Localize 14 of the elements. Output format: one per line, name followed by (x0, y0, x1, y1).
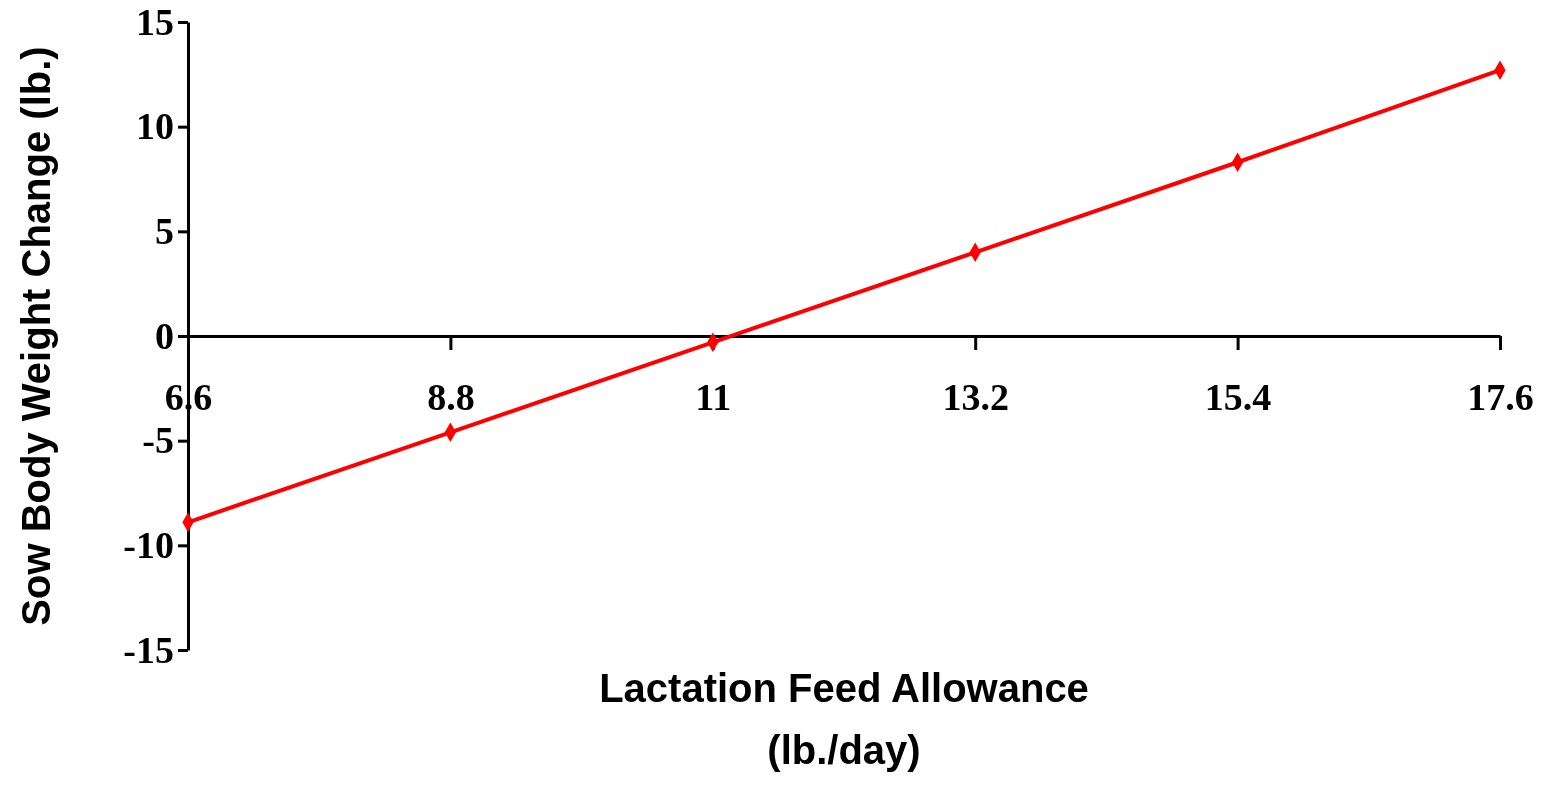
y-tick-label: 0 (155, 314, 174, 357)
x-tick-label: 13.2 (942, 376, 1009, 418)
y-tick-label: 10 (136, 105, 174, 148)
y-tick-label: -5 (142, 419, 174, 462)
x-axis-title: Lactation Feed Allowance (lb./day) (599, 666, 1089, 772)
x-tick-label: 8.8 (427, 376, 475, 418)
x-tick-label: 11 (695, 376, 732, 418)
y-tick-label: 15 (136, 0, 174, 43)
y-tick-label: -15 (123, 628, 174, 671)
x-tick-label: 17.6 (1467, 376, 1534, 418)
y-tick-label: 5 (155, 209, 174, 252)
y-axis-title: Sow Body Weight Change (lb.) (14, 46, 58, 626)
y-tick-label: -10 (123, 523, 174, 566)
x-tick-label: 15.4 (1204, 376, 1272, 418)
